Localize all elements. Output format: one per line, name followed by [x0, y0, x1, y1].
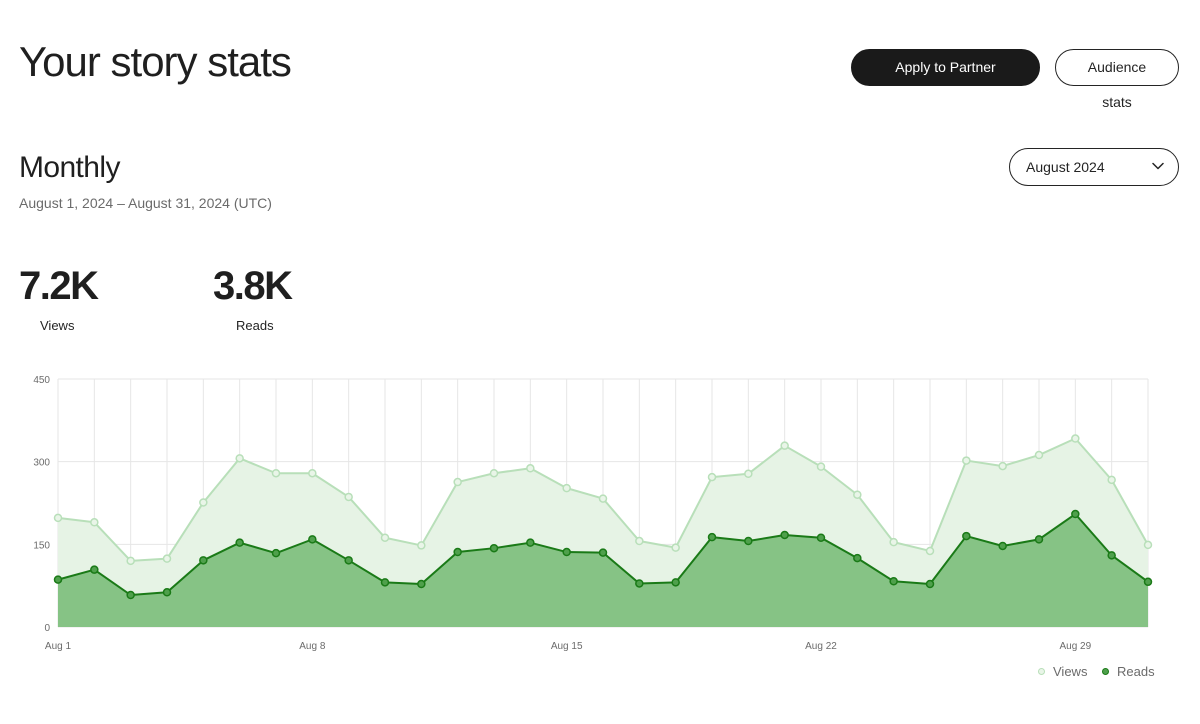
reads-point	[707, 532, 717, 542]
views-point	[962, 456, 971, 465]
views-point	[635, 536, 644, 546]
views-count: 7.2K	[19, 264, 99, 308]
views-point	[453, 477, 462, 487]
reads-point	[562, 547, 571, 557]
reads-point	[271, 548, 281, 558]
reads-point	[526, 538, 535, 547]
reads-point	[453, 547, 462, 557]
x-tick-label: Aug 29	[1059, 641, 1091, 652]
section-title: Monthly	[19, 151, 120, 184]
views-point	[526, 464, 535, 473]
views-point	[925, 546, 935, 556]
legend-item-reads: Reads	[1102, 664, 1155, 679]
y-tick-label: 300	[33, 458, 50, 469]
views-point	[598, 494, 608, 503]
reads-point	[998, 541, 1007, 551]
x-tick-label: Aug 15	[551, 641, 583, 652]
views-point	[671, 543, 680, 552]
reads-point	[671, 578, 680, 587]
reads-point	[780, 530, 789, 540]
views-point	[271, 468, 281, 478]
month-select[interactable]: August 2024	[1009, 148, 1179, 186]
reads-point	[1034, 535, 1044, 544]
views-point	[53, 513, 63, 523]
reads-point	[380, 578, 390, 587]
views-point	[853, 490, 862, 499]
apply-partner-program-button[interactable]: Apply to Partner Program	[851, 49, 1040, 110]
views-point	[1071, 434, 1080, 443]
views-point	[489, 468, 499, 478]
views-point	[417, 541, 426, 550]
x-tick-label: Aug 1	[45, 641, 72, 652]
reads-point	[962, 531, 971, 541]
reads-point	[308, 535, 317, 544]
stats-chart: 0 150 300 450 Aug 1 Aug 8 Aug 15 Aug 22 Aug 29	[33, 375, 1153, 652]
reads-label: Reads	[236, 318, 274, 333]
views-point	[380, 533, 390, 542]
views-label: Views	[40, 318, 75, 333]
views-point	[816, 462, 826, 471]
reads-point	[162, 588, 172, 597]
reads-point	[744, 536, 753, 546]
reads-point	[853, 553, 862, 563]
reads-point	[489, 543, 499, 553]
views-point	[998, 461, 1007, 471]
views-point	[1034, 450, 1044, 460]
reads-point	[90, 565, 99, 574]
legend-reads-marker	[1102, 668, 1109, 675]
views-point	[744, 469, 753, 479]
views-point	[1143, 540, 1153, 550]
reads-point	[816, 533, 826, 542]
reads-point	[1107, 551, 1116, 560]
reads-count: 3.8K	[213, 264, 293, 308]
reads-point	[235, 538, 244, 547]
y-tick-label: 450	[33, 375, 50, 386]
views-point	[344, 492, 353, 502]
reads-point	[199, 556, 208, 565]
legend-item-views: Views	[1038, 664, 1087, 679]
audience-stats-button[interactable]: Audience stats	[1055, 49, 1179, 110]
reads-point	[126, 590, 135, 600]
y-tick-label: 0	[44, 623, 50, 634]
y-tick-label: 150	[33, 540, 50, 551]
views-point	[90, 518, 99, 527]
chevron-down-icon	[1152, 162, 1164, 170]
views-point	[126, 556, 135, 566]
reads-point	[1071, 509, 1080, 519]
reads-point	[598, 548, 608, 557]
reads-point	[925, 579, 935, 589]
reads-point	[53, 575, 63, 584]
reads-area	[58, 514, 1148, 627]
legend-views-label: Views	[1053, 664, 1088, 679]
reads-point	[344, 556, 353, 565]
views-point	[235, 454, 244, 463]
reads-point	[417, 579, 426, 589]
views-point	[308, 468, 317, 478]
reads-point	[635, 579, 644, 588]
legend-reads-label: Reads	[1117, 664, 1155, 679]
views-point	[780, 441, 789, 450]
views-point	[707, 472, 717, 482]
x-tick-label: Aug 22	[805, 641, 837, 652]
views-point	[562, 483, 571, 493]
reads-point	[889, 577, 898, 586]
views-point	[162, 554, 172, 563]
views-point	[199, 498, 208, 507]
month-select-value: August 2024	[1026, 159, 1105, 175]
views-point	[889, 537, 898, 547]
x-tick-label: Aug 8	[299, 641, 326, 652]
reads-point	[1143, 577, 1153, 587]
views-point	[1107, 475, 1116, 485]
legend-views-marker	[1038, 668, 1045, 675]
date-range: August 1, 2024 – August 31, 2024 (UTC)	[19, 195, 272, 211]
page-title: Your story stats	[19, 38, 292, 85]
